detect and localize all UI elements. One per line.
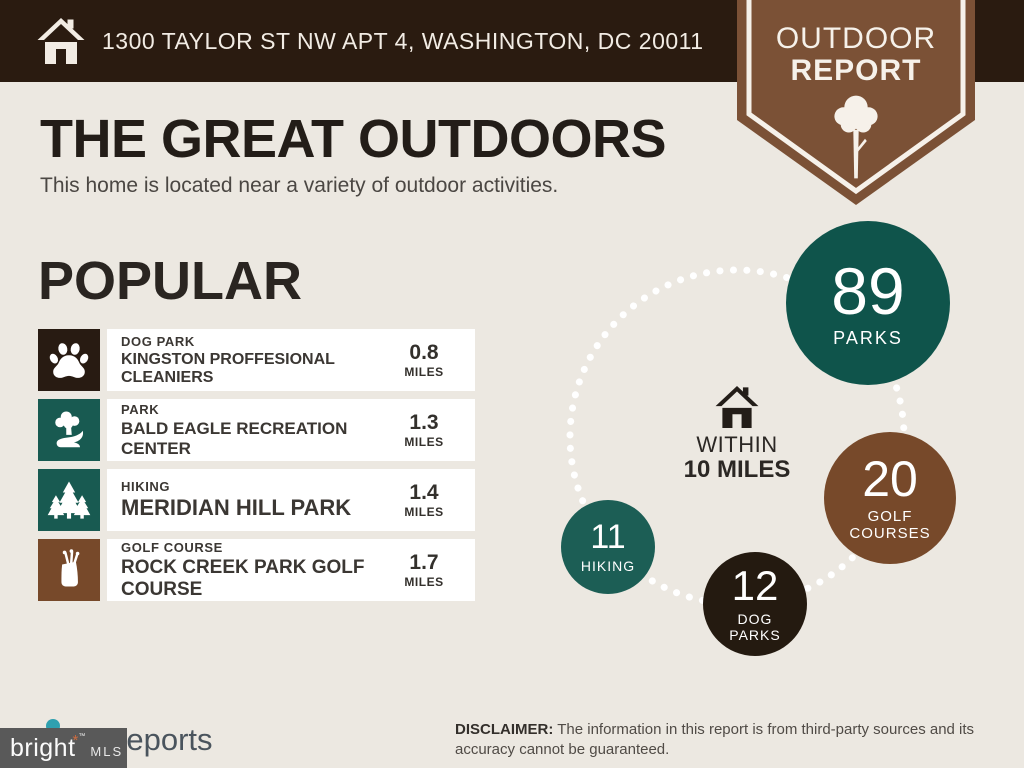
badge-line2: REPORT [790, 54, 922, 87]
item-distance: 1.4 [409, 480, 439, 504]
stat-bubble-dog-parks: 12 DOG PARKS [703, 552, 807, 656]
pine-trees-icon [38, 469, 100, 531]
page-title: THE GREAT OUTDOORS [40, 109, 667, 169]
star-icon: * [72, 731, 79, 749]
item-name: MERIDIAN HILL PARK [121, 495, 352, 521]
stat-value: 89 [831, 253, 905, 328]
item-name: BALD EAGLE RECREATION CENTER [121, 419, 348, 458]
stat-label: HIKING [580, 557, 636, 574]
stat-bubble-golf-courses: 20 GOLF COURSES [824, 432, 956, 564]
stat-label: PARKS [833, 327, 903, 348]
stat-value: 12 [731, 561, 779, 609]
stat-label: DOG PARKS [729, 610, 781, 643]
disclaimer: DISCLAIMER: The information in this repo… [455, 720, 1011, 759]
item-distance: 1.3 [409, 410, 439, 434]
home-icon [713, 386, 761, 428]
popular-item: DOG PARK KINGSTON PROFFESIONAL CLEANIERS… [38, 329, 475, 391]
item-distance-unit: MILES [404, 574, 444, 589]
tree-icon [823, 92, 889, 182]
brightmls-suffix: MLS [90, 743, 124, 759]
stat-bubble-parks: 89 PARKS [786, 221, 950, 385]
disclaimer-label: DISCLAIMER: [455, 721, 554, 738]
park-tree-icon [38, 399, 100, 461]
radius-caption-line2: 10 MILES [683, 456, 791, 483]
popular-item: PARK BALD EAGLE RECREATION CENTER 1.3 MI… [38, 399, 475, 461]
page-subtitle: This home is located near a variety of o… [40, 174, 559, 197]
home-icon [36, 15, 86, 67]
radius-caption-line1: WITHIN [696, 432, 778, 457]
trademark-mark: ™ [78, 732, 86, 740]
stat-bubble-hiking: 11 HIKING [561, 500, 655, 594]
disclaimer-text: The information in this report is from t… [455, 721, 975, 758]
popular-item: HIKING MERIDIAN HILL PARK 1.4 MILES [38, 469, 475, 531]
item-category: PARK [121, 402, 160, 418]
popular-item: GOLF COURSE ROCK CREEK PARK GOLF COURSE … [38, 539, 475, 601]
outdoor-report-badge: OUTDOOR REPORT [737, 0, 975, 207]
brightmls-brand: bright [10, 733, 76, 762]
brightmls-watermark: bright * ™ MLS [0, 728, 127, 768]
item-distance-unit: MILES [404, 364, 444, 379]
property-address: 1300 TAYLOR ST NW APT 4, WASHINGTON, DC … [102, 27, 704, 54]
popular-list: DOG PARK KINGSTON PROFFESIONAL CLEANIERS… [38, 329, 475, 609]
item-category: HIKING [121, 479, 171, 495]
stat-label: GOLF COURSES [849, 507, 931, 542]
stat-value: 11 [590, 517, 626, 556]
item-name: KINGSTON PROFFESIONAL CLEANIERS [121, 350, 335, 386]
item-distance-unit: MILES [404, 504, 444, 519]
item-category: GOLF COURSE [121, 540, 223, 556]
item-distance-unit: MILES [404, 434, 444, 449]
badge-line1: OUTDOOR [775, 22, 937, 55]
item-name: ROCK CREEK PARK GOLF COURSE [121, 557, 365, 600]
item-distance: 0.8 [409, 340, 439, 364]
item-category: DOG PARK [121, 333, 195, 349]
golf-bag-icon [38, 539, 100, 601]
paw-icon [38, 329, 100, 391]
popular-heading: POPULAR [38, 251, 303, 311]
stat-value: 20 [862, 450, 918, 507]
item-distance: 1.7 [409, 550, 439, 574]
